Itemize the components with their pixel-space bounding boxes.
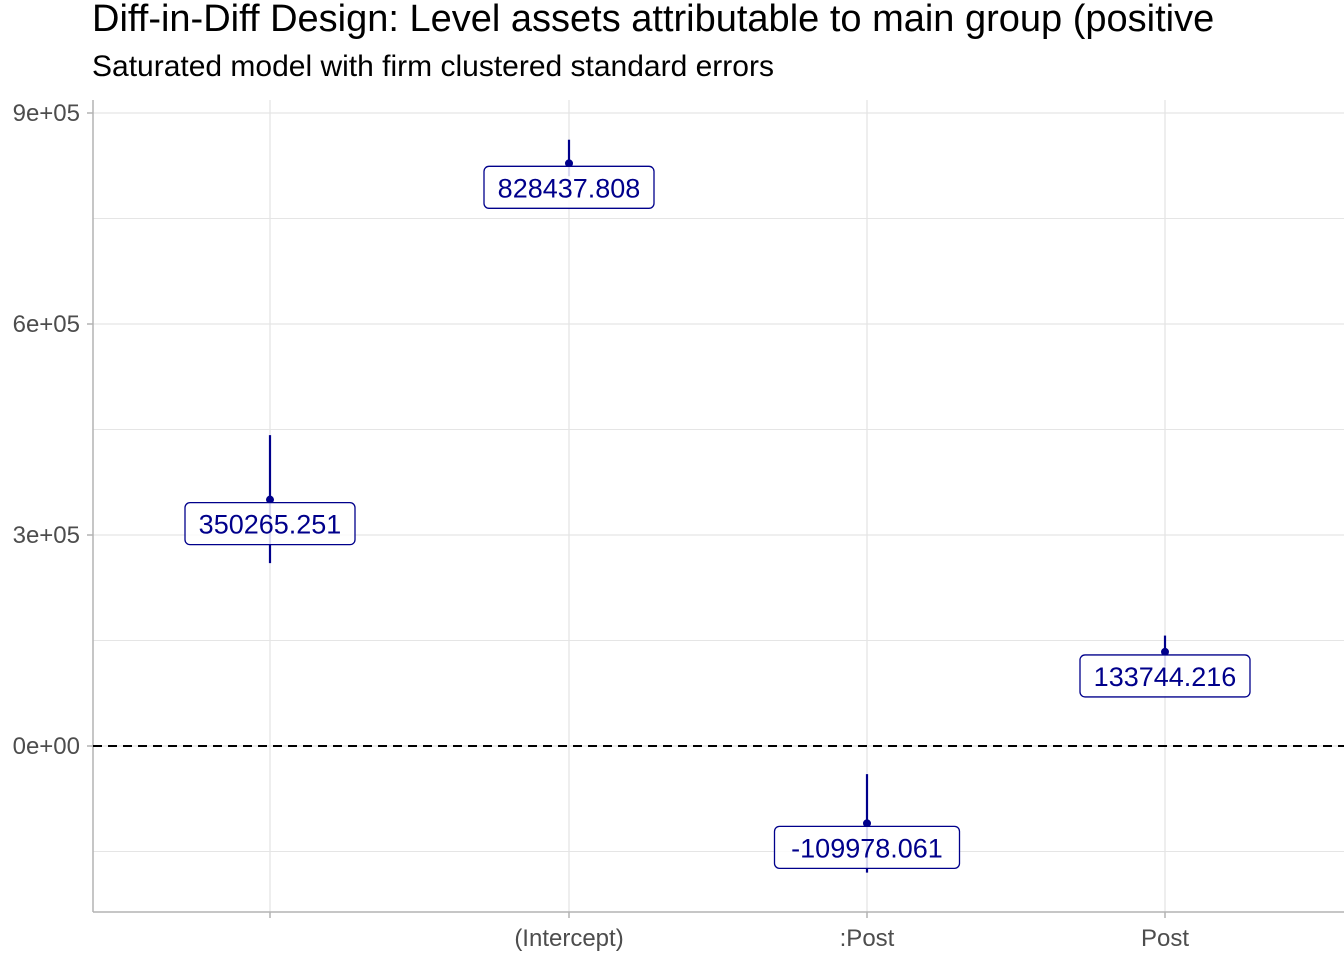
estimate-label: 350265.251 [199,510,342,540]
estimate-label-box [184,501,356,546]
chart-title: Diff-in-Diff Design: Level assets attrib… [92,0,1215,40]
estimate-label-box [773,825,961,870]
x-tick-label: Post [1141,925,1189,952]
estimate-point [863,819,871,828]
estimate-point [1161,647,1169,656]
x-tick-label: :Post [840,925,895,952]
x-tick-label: (Intercept) [514,925,623,952]
y-tick-label: 0e+00 [13,733,80,760]
estimate-point [266,495,274,504]
estimate-label: 133744.216 [1094,662,1237,692]
estimate-label-box [483,165,655,209]
estimate-label-box [1079,654,1251,698]
estimate-label: 828437.808 [498,173,641,203]
y-tick-label: 6e+05 [13,311,80,338]
estimate-label: -109978.061 [791,833,943,863]
estimate-point [565,159,573,168]
chart-subtitle: Saturated model with firm clustered stan… [92,50,774,83]
y-tick-label: 3e+05 [13,522,80,549]
y-tick-label: 9e+05 [13,100,80,127]
